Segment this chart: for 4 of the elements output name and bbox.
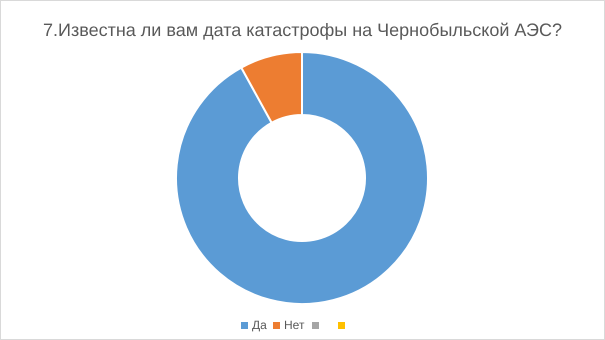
legend-label: Да	[252, 318, 268, 332]
chart-title: 7.Известна ли вам дата катастрофы на Чернобыльской АЭС?	[43, 20, 562, 40]
legend-label: Нет	[284, 318, 305, 332]
donut-slice	[175, 51, 429, 305]
